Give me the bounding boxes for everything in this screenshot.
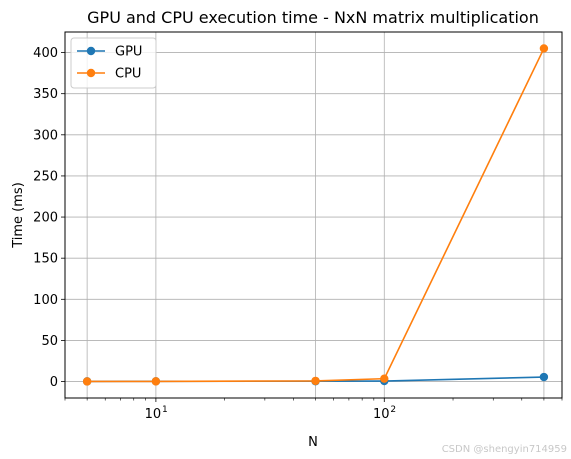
y-tick-label-0: 0 xyxy=(50,375,58,390)
x-tick-label-10: 10 xyxy=(145,407,162,422)
y-tick-label-50: 50 xyxy=(41,334,58,349)
data-series xyxy=(82,44,549,386)
y-tick-label-200: 200 xyxy=(33,211,58,226)
series-point-gpu-4 xyxy=(539,372,549,382)
watermark: CSDN @shengyin714959 xyxy=(442,444,567,455)
x-tick-exponent-10: 1 xyxy=(162,405,168,415)
series-point-cpu-2 xyxy=(311,376,320,386)
legend-marker-gpu xyxy=(86,46,96,56)
series-point-cpu-4 xyxy=(539,44,549,53)
legend-box xyxy=(70,37,157,89)
series-point-cpu-1 xyxy=(151,377,161,386)
y-tick-label-300: 300 xyxy=(33,128,58,143)
y-tick-label-400: 400 xyxy=(33,46,58,61)
plot-frame xyxy=(64,31,563,399)
legend-label-cpu: CPU xyxy=(115,67,141,82)
y-tick-label-150: 150 xyxy=(33,252,58,267)
chart-title: GPU and CPU execution time - NxN matrix … xyxy=(87,8,539,27)
series-point-cpu-3 xyxy=(380,374,389,383)
x-axis-label: N xyxy=(308,435,318,450)
legend-label-gpu: GPU xyxy=(115,45,142,60)
series-point-cpu-0 xyxy=(82,377,92,386)
legend-marker-cpu xyxy=(86,68,96,78)
y-tick-label-350: 350 xyxy=(33,87,58,102)
x-tick-label-100: 10 xyxy=(373,407,390,422)
y-tick-label-250: 250 xyxy=(33,169,58,184)
x-tick-exponent-100: 2 xyxy=(390,405,396,415)
legend: GPU CPU xyxy=(70,37,157,89)
y-tick-label-100: 100 xyxy=(33,293,58,308)
y-axis-label: Time (ms) xyxy=(11,182,26,249)
